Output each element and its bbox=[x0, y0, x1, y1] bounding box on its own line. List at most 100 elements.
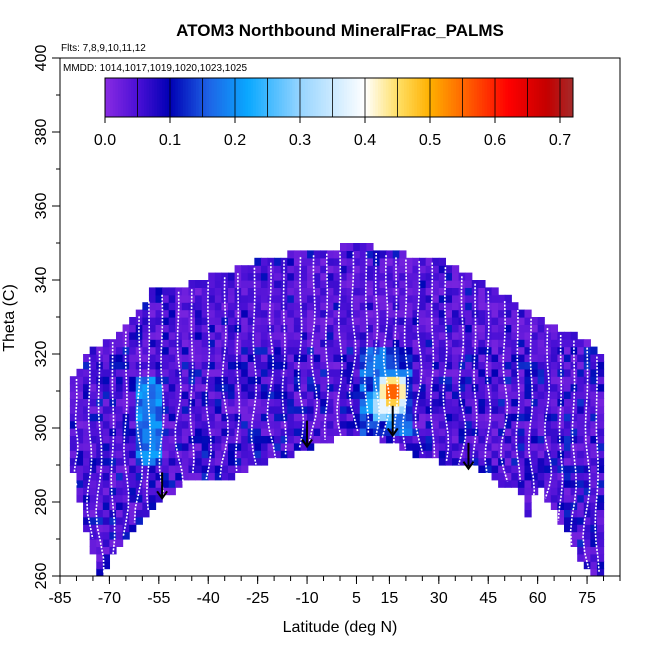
heat-cell bbox=[162, 346, 170, 355]
heat-cell bbox=[557, 465, 565, 473]
heat-cell bbox=[458, 368, 466, 377]
heat-cell bbox=[241, 280, 249, 288]
heat-cell bbox=[379, 339, 387, 348]
heat-cell bbox=[590, 405, 598, 414]
heat-cell bbox=[260, 257, 269, 266]
heat-cell bbox=[214, 391, 223, 399]
heat-cell bbox=[76, 465, 84, 473]
heat-cell bbox=[465, 428, 473, 436]
heat-cell bbox=[452, 346, 460, 355]
heat-cell bbox=[570, 346, 578, 355]
heat-cell bbox=[379, 376, 387, 385]
heat-cell bbox=[491, 376, 499, 385]
heat-cell bbox=[458, 383, 466, 392]
colorbar-segment bbox=[107, 78, 111, 117]
heat-cell bbox=[504, 361, 512, 370]
heat-cell bbox=[234, 354, 242, 362]
heat-cell bbox=[214, 450, 223, 459]
heat-cell bbox=[432, 405, 440, 414]
heat-cell bbox=[181, 442, 190, 451]
colorbar-segment bbox=[326, 78, 330, 117]
heat-cell bbox=[359, 250, 367, 259]
heat-cell bbox=[596, 465, 605, 473]
heat-cell bbox=[188, 405, 196, 414]
chart-title: ATOM3 Northbound MineralFrac_PALMS bbox=[176, 21, 504, 40]
heat-cell bbox=[109, 420, 117, 429]
heat-cell bbox=[254, 287, 262, 296]
heat-cell bbox=[445, 450, 453, 459]
heat-cell bbox=[280, 287, 288, 296]
heat-cell bbox=[596, 502, 605, 510]
heat-cell bbox=[293, 442, 302, 451]
heat-cell bbox=[544, 361, 552, 370]
heat-cell bbox=[162, 391, 170, 399]
colorbar-segment bbox=[240, 78, 244, 117]
flight-track-profile bbox=[86, 357, 94, 539]
heat-cell bbox=[524, 391, 532, 399]
heat-cell bbox=[148, 472, 157, 481]
heat-cell bbox=[353, 324, 361, 333]
heat-cell bbox=[280, 391, 288, 399]
heat-cell bbox=[438, 294, 447, 303]
heat-cell bbox=[247, 339, 255, 348]
heat-cell bbox=[69, 405, 78, 414]
heat-cell bbox=[175, 420, 183, 429]
heat-cell bbox=[346, 280, 354, 288]
heat-cell bbox=[148, 457, 157, 466]
heat-cell bbox=[353, 287, 361, 296]
heat-cell bbox=[287, 428, 295, 436]
heat-cell bbox=[280, 294, 288, 303]
colorbar-segment bbox=[458, 78, 462, 117]
heat-cell bbox=[142, 405, 150, 414]
heat-cell bbox=[102, 391, 111, 399]
heat-cell bbox=[181, 346, 190, 355]
heat-cell bbox=[102, 502, 111, 510]
heat-cell bbox=[89, 346, 97, 355]
heat-cell bbox=[511, 479, 519, 488]
heat-cell bbox=[135, 346, 143, 355]
heat-cell bbox=[247, 294, 255, 303]
heat-cell bbox=[438, 442, 447, 451]
heat-cell bbox=[333, 383, 341, 392]
heat-cell bbox=[399, 272, 407, 281]
heat-cell bbox=[208, 435, 216, 444]
heat-cell bbox=[234, 324, 242, 333]
heat-cell bbox=[89, 428, 97, 436]
heat-cell bbox=[96, 524, 104, 533]
heat-cell bbox=[195, 309, 203, 318]
colorbar-segment bbox=[409, 78, 413, 117]
heat-cell bbox=[214, 339, 223, 348]
heat-cell bbox=[300, 428, 308, 436]
heat-cell bbox=[498, 361, 506, 370]
heat-cell bbox=[405, 405, 414, 414]
heat-cell bbox=[425, 435, 433, 444]
heat-cell bbox=[392, 250, 400, 259]
heat-cell bbox=[293, 435, 302, 444]
heat-cell bbox=[366, 405, 374, 414]
heat-cell bbox=[155, 413, 163, 422]
heat-cell bbox=[445, 272, 453, 281]
heat-cell bbox=[76, 376, 84, 385]
heat-cell bbox=[280, 280, 288, 288]
heat-cell bbox=[241, 383, 249, 392]
heat-cell bbox=[300, 398, 308, 407]
heat-cell bbox=[478, 457, 486, 466]
heat-cell bbox=[590, 354, 598, 362]
heat-cell bbox=[366, 243, 374, 251]
heat-cell bbox=[214, 405, 223, 414]
heat-cell bbox=[287, 398, 295, 407]
heat-cell bbox=[537, 420, 545, 429]
heat-cell bbox=[142, 354, 150, 362]
heat-cell bbox=[326, 302, 335, 311]
heat-cell bbox=[557, 487, 565, 496]
heat-cell bbox=[517, 317, 526, 325]
heat-cell bbox=[175, 391, 183, 399]
heat-cell bbox=[89, 502, 97, 510]
colorbar-segment bbox=[229, 78, 233, 117]
heat-cell bbox=[247, 413, 255, 422]
heat-cell bbox=[399, 302, 407, 311]
heat-cell bbox=[570, 331, 578, 340]
heat-cell bbox=[142, 383, 150, 392]
heat-cell bbox=[366, 331, 374, 340]
heat-cell bbox=[89, 487, 97, 496]
